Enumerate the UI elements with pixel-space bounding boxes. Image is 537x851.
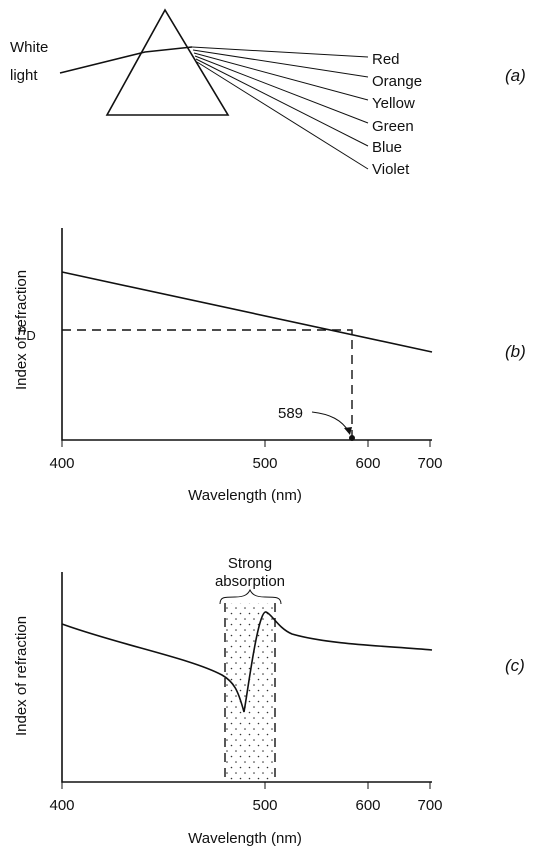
tick-marks xyxy=(61,440,431,447)
axes xyxy=(61,228,432,441)
reference-line xyxy=(62,329,353,438)
panel-tag: (b) xyxy=(505,342,526,361)
panel-b: 589 nD Index of refraction 400 500 600 7… xyxy=(13,228,526,504)
x-tick-label: 700 xyxy=(417,455,442,472)
x-label: Wavelength (nm) xyxy=(188,487,302,504)
x-tick-label: 700 xyxy=(417,797,442,814)
arrowhead xyxy=(344,427,352,435)
point xyxy=(349,435,355,441)
x-tick-label: 500 xyxy=(252,797,277,814)
color-label: Red xyxy=(372,51,400,68)
dispersion-curve xyxy=(61,271,433,353)
region-label: absorption xyxy=(215,573,285,590)
source-label: White xyxy=(10,39,48,56)
x-tick-label: 600 xyxy=(355,797,380,814)
panel-a: White light Red Orange Yellow Green Blue… xyxy=(10,8,526,178)
source-label: light xyxy=(10,67,38,84)
point-label: 589 xyxy=(278,405,303,422)
light-ray xyxy=(59,46,193,74)
x-tick-label: 600 xyxy=(355,455,380,472)
color-label: Yellow xyxy=(372,95,415,112)
region-label: Strong xyxy=(228,555,272,572)
color-label: Green xyxy=(372,118,414,135)
color-label: Blue xyxy=(372,139,402,156)
marker-sub: D xyxy=(26,328,35,343)
absorption-band xyxy=(225,603,275,782)
color-label: Violet xyxy=(372,161,410,178)
color-label: Orange xyxy=(372,73,422,90)
panel-c: Strong absorption Index of refraction 40… xyxy=(13,555,525,847)
tick-marks xyxy=(61,782,431,789)
prism xyxy=(105,8,230,116)
x-label: Wavelength (nm) xyxy=(188,830,302,847)
x-tick-label: 500 xyxy=(252,455,277,472)
y-label: Index of refraction xyxy=(13,270,30,390)
panel-tag: (a) xyxy=(505,66,526,85)
y-label: Index of refraction xyxy=(13,616,30,736)
pointer xyxy=(311,411,350,433)
marker-label: nD xyxy=(18,322,36,343)
brace xyxy=(219,588,282,605)
panel-tag: (c) xyxy=(505,656,525,675)
dispersed-rays xyxy=(191,46,369,170)
dispersion-curve xyxy=(61,611,433,713)
marker: n xyxy=(18,322,26,339)
x-tick-label: 400 xyxy=(49,797,74,814)
x-tick-label: 400 xyxy=(49,455,74,472)
